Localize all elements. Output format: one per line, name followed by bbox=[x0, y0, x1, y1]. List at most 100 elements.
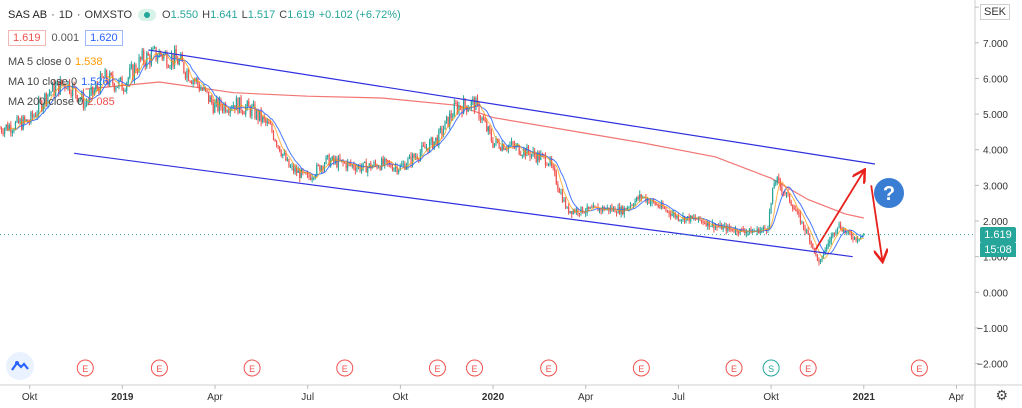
y-tick-label: 1.000 bbox=[983, 253, 1008, 264]
channel-lower-line bbox=[74, 152, 853, 258]
visibility-toggle-icon[interactable] bbox=[138, 9, 157, 21]
earnings-marker-label: E bbox=[472, 364, 478, 374]
candle-body bbox=[206, 90, 208, 92]
candle-body bbox=[242, 110, 244, 114]
candle-body bbox=[449, 113, 451, 127]
candle-body bbox=[70, 92, 72, 97]
candle-body bbox=[90, 86, 92, 93]
earnings-marker-icon bbox=[466, 359, 484, 377]
candle-body bbox=[14, 122, 17, 130]
candle-body bbox=[87, 101, 89, 103]
candle-body bbox=[863, 233, 865, 236]
trend-channel[interactable] bbox=[74, 49, 875, 258]
ma-10-line bbox=[15, 52, 864, 255]
candle-body bbox=[266, 121, 268, 123]
candle-body bbox=[104, 70, 106, 79]
tradingview-logo-icon[interactable] bbox=[6, 352, 34, 380]
candle-body bbox=[4, 128, 6, 134]
ma-fast-line bbox=[7, 52, 864, 259]
candle-body bbox=[792, 205, 794, 209]
candle-body bbox=[649, 202, 652, 204]
candle-body bbox=[382, 158, 384, 165]
candle-body bbox=[147, 53, 149, 56]
candle-body bbox=[79, 98, 81, 100]
candle-body bbox=[530, 154, 533, 158]
candle-body bbox=[564, 199, 567, 208]
candle-body bbox=[540, 154, 542, 160]
candle-body bbox=[700, 220, 703, 222]
candle-body bbox=[773, 183, 775, 189]
candle-body bbox=[523, 148, 525, 156]
candle-body bbox=[339, 157, 341, 161]
candle-body bbox=[648, 199, 650, 204]
y-tick-label: 6.000 bbox=[983, 74, 1008, 85]
candle-body bbox=[285, 153, 287, 161]
interval-label[interactable]: 1D bbox=[58, 9, 73, 21]
chart-legend: SAS AB · 1D · OMXSTO O1.550 H1.641 L1.51… bbox=[8, 6, 405, 112]
candle-body bbox=[65, 88, 68, 90]
candle-body bbox=[738, 232, 740, 233]
candle-body bbox=[727, 226, 729, 231]
earnings-marker-icon bbox=[243, 359, 261, 377]
candle-body bbox=[790, 201, 792, 206]
candle-body bbox=[654, 202, 656, 205]
candle-body bbox=[22, 116, 24, 130]
ma-5-line bbox=[7, 52, 864, 259]
question-mark: ? bbox=[883, 183, 895, 205]
candle-body bbox=[356, 167, 358, 171]
gear-icon[interactable]: ⚙ bbox=[995, 387, 1008, 403]
candle-body bbox=[5, 124, 7, 129]
candle-body bbox=[316, 165, 318, 176]
candle-body bbox=[13, 129, 15, 132]
candle-body bbox=[663, 207, 666, 209]
currency-badge[interactable]: SEK bbox=[979, 4, 1010, 20]
candle-body bbox=[153, 47, 156, 49]
candle-body bbox=[78, 99, 80, 102]
candle-body bbox=[702, 221, 704, 224]
candle-body bbox=[149, 55, 151, 65]
indicator-ma5[interactable]: MA 5 close 0 1.538 bbox=[8, 56, 103, 68]
candle-body bbox=[189, 80, 191, 82]
candle-body bbox=[269, 123, 272, 125]
question-icon bbox=[874, 178, 904, 208]
candle-body bbox=[326, 155, 329, 157]
sell-price-button[interactable]: 1.619 bbox=[8, 30, 46, 46]
candle-body bbox=[781, 186, 783, 192]
candle-body bbox=[770, 202, 772, 213]
event-markers[interactable]: EEEEEEEEEEEES bbox=[10, 359, 928, 377]
candle-body bbox=[806, 230, 808, 232]
candle-body bbox=[0, 128, 1, 130]
candle-body bbox=[98, 88, 100, 94]
forecast-arrows[interactable] bbox=[814, 171, 883, 260]
candle-body bbox=[846, 231, 848, 233]
indicator-ma200[interactable]: MA 200 close 0 2.085 bbox=[8, 96, 115, 108]
buy-price-button[interactable]: 1.620 bbox=[85, 30, 123, 46]
candle-body bbox=[99, 73, 102, 94]
candle-body bbox=[744, 231, 746, 234]
candle-body bbox=[119, 77, 122, 80]
candle-body bbox=[591, 207, 593, 209]
candle-body bbox=[563, 199, 565, 202]
candle-body bbox=[330, 160, 332, 167]
candle-body bbox=[696, 219, 698, 220]
candle-body bbox=[748, 228, 751, 232]
earnings-marker-label: E bbox=[82, 364, 88, 374]
candle-body bbox=[535, 155, 537, 162]
candle-body bbox=[747, 231, 749, 233]
candle-body bbox=[598, 208, 601, 212]
candle-body bbox=[24, 116, 26, 121]
candle-body bbox=[347, 162, 349, 169]
candle-body bbox=[73, 84, 75, 87]
indicator-ma10[interactable]: MA 10 close 0 1.526 bbox=[8, 76, 109, 88]
symbol-row: SAS AB · 1D · OMXSTO O1.550 H1.641 L1.51… bbox=[8, 6, 405, 24]
candle-body bbox=[558, 188, 560, 193]
symbol-name[interactable]: SAS AB bbox=[8, 9, 48, 21]
candle-body bbox=[588, 206, 590, 209]
candle-body bbox=[353, 164, 355, 169]
candle-body bbox=[240, 97, 242, 111]
candle-body bbox=[844, 229, 846, 233]
candle-body bbox=[56, 81, 58, 86]
candle-body bbox=[243, 113, 245, 115]
candle-body bbox=[158, 51, 160, 58]
